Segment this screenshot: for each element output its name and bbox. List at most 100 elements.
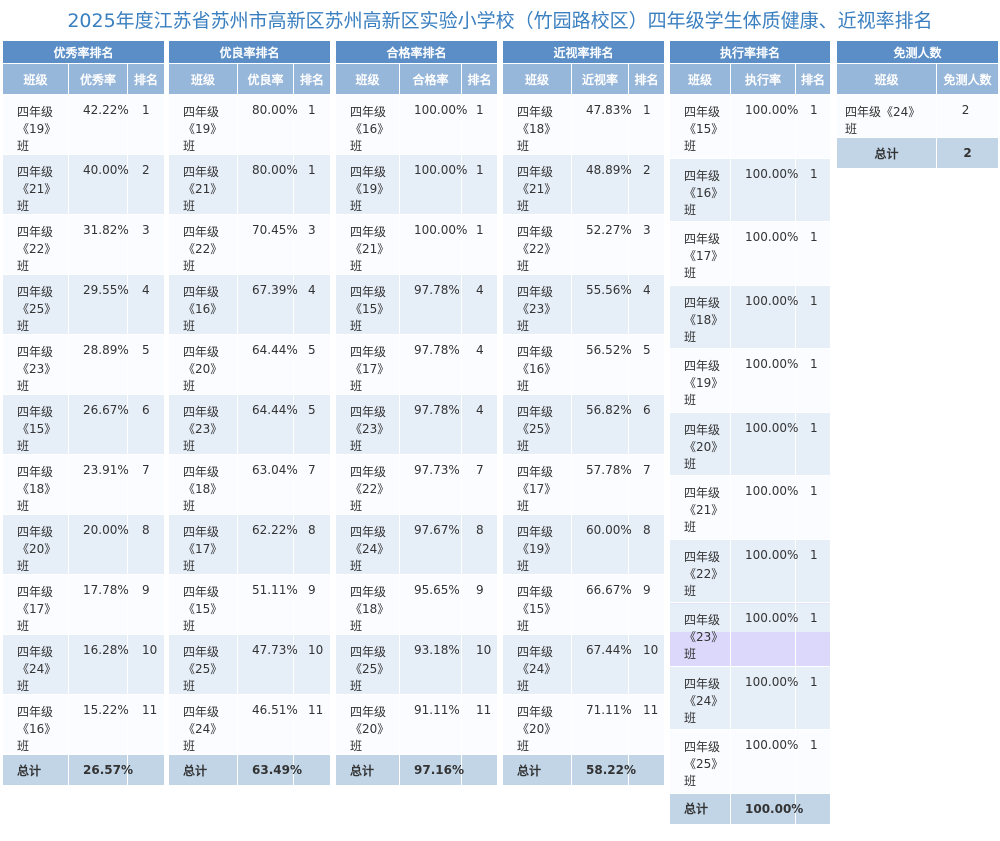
data-cell: 2 (126, 154, 166, 215)
header-cell: 排名 (460, 63, 499, 95)
data-cell: 7 (627, 454, 666, 515)
data-cell: 4 (460, 274, 499, 335)
data-cell: 11 (627, 694, 666, 755)
header-cell: 排名 (794, 63, 832, 95)
data-cell: 47.73% (237, 634, 298, 695)
data-cell: 47.83% (571, 94, 632, 155)
data-cell: 97.78% (399, 334, 462, 395)
data-cell: 10 (292, 634, 332, 695)
data-cell: 56.82% (571, 394, 632, 455)
data-row: 四年级《25》班 29.55% 4 (2, 274, 166, 335)
total-cell: 63.49% (237, 754, 302, 786)
data-cell: 8 (460, 514, 499, 575)
header-row: 班级 优良率 排名 (168, 63, 332, 95)
data-cell: 四年级《22》班 (669, 538, 731, 603)
data-cell: 29.55% (68, 274, 129, 335)
data-cell: 1 (794, 157, 832, 222)
data-row: 四年级《24》班 46.51% 11 (168, 694, 332, 755)
data-cell: 四年级《19》班 (335, 154, 400, 215)
data-cell: 1 (292, 94, 332, 155)
data-cell: 52.27% (571, 214, 632, 275)
header-cell: 班级 (502, 63, 572, 95)
table-title: 合格率排名 (334, 40, 499, 64)
data-cell: 1 (460, 214, 499, 275)
data-cell: 四年级《16》班 (2, 694, 69, 755)
data-cell: 1 (794, 411, 832, 476)
data-row: 四年级《24》班 97.67% 8 (335, 514, 499, 575)
total-row: 总计 26.57% (2, 754, 166, 786)
data-cell: 四年级《19》班 (669, 348, 731, 413)
data-cell: 4 (292, 274, 332, 335)
data-row: 四年级《17》班 17.78% 9 (2, 574, 166, 635)
data-cell: 四年级《19》班 (502, 514, 572, 575)
data-cell: 7 (460, 454, 499, 515)
data-cell: 97.78% (399, 274, 462, 335)
data-cell: 1 (126, 94, 166, 155)
data-cell: 26.67% (68, 394, 129, 455)
table-title: 执行率排名 (668, 40, 832, 64)
total-row: 总计 97.16% (335, 754, 499, 786)
data-cell: 四年级《22》班 (2, 214, 69, 275)
data-cell: 100.00% (730, 411, 798, 476)
data-cell: 100.00% (730, 348, 798, 413)
data-cell: 四年级《24》班 (2, 634, 69, 695)
data-cell: 16.28% (68, 634, 129, 695)
data-row: 四年级《21》班 100.00% 1 (335, 214, 499, 275)
data-cell: 100.00% (730, 538, 798, 603)
data-cell: 8 (292, 514, 332, 575)
data-cell: 11 (460, 694, 499, 755)
total-row: 总计 63.49% (168, 754, 332, 786)
data-cell: 100.00% (730, 475, 798, 540)
data-row: 四年级《16》班 100.00% 1 (669, 157, 832, 222)
data-cell: 四年级《16》班 (168, 274, 238, 335)
table-title: 免测人数 (835, 40, 1000, 64)
total-cell (292, 754, 332, 786)
data-cell: 四年级《23》班 (168, 394, 238, 455)
total-cell: 总计 (168, 754, 238, 786)
data-row: 四年级《20》班 91.11% 11 (335, 694, 499, 755)
data-row: 四年级《15》班 97.78% 4 (335, 274, 499, 335)
data-cell: 93.18% (399, 634, 462, 695)
data-row: 四年级《25》班 56.82% 6 (502, 394, 666, 455)
header-cell: 合格率 (399, 63, 462, 95)
data-row: 四年级《18》班 63.04% 7 (168, 454, 332, 515)
data-cell: 四年级《15》班 (502, 574, 572, 635)
data-cell: 四年级《18》班 (168, 454, 238, 515)
total-cell: 总计 (2, 754, 69, 786)
header-cell: 班级 (836, 63, 937, 95)
data-cell: 31.82% (68, 214, 129, 275)
data-cell: 1 (460, 154, 499, 215)
data-row: 四年级《20》班 100.00% 1 (669, 411, 832, 476)
data-cell: 1 (794, 348, 832, 413)
data-cell: 97.67% (399, 514, 462, 575)
header-cell: 优秀率 (68, 63, 128, 95)
total-row: 总计 100.00% (669, 792, 832, 825)
data-cell: 67.44% (571, 634, 632, 695)
rank-table: 合格率排名 班级 合格率 排名 四年级《16》班 100.00% 1 四年级《19》班 100.… (334, 40, 499, 786)
data-cell: 5 (126, 334, 166, 395)
data-row: 四年级《23》班 55.56% 4 (502, 274, 666, 335)
data-cell: 100.00% (730, 94, 798, 159)
data-cell: 四年级《24》班 (168, 694, 238, 755)
data-cell: 四年级《20》班 (669, 411, 731, 476)
data-cell: 四年级《18》班 (2, 454, 69, 515)
data-cell: 23.91% (68, 454, 129, 515)
title-row: 免测人数 (835, 40, 1000, 64)
data-cell: 四年级《25》班 (502, 394, 572, 455)
data-cell: 四年级《25》班 (669, 729, 731, 794)
data-cell: 8 (126, 514, 166, 575)
table: 执行率排名 班级 执行率 排名 四年级《15》班 100.00% 1 四年级《16》班 100.… (668, 40, 832, 825)
data-cell: 71.11% (571, 694, 632, 755)
data-cell: 100.00% (730, 602, 798, 667)
total-cell: 总计 (836, 137, 937, 169)
data-cell: 四年级《21》班 (2, 154, 69, 215)
data-row: 四年级《17》班 100.00% 1 (669, 221, 832, 286)
data-row: 四年级《20》班 20.00% 8 (2, 514, 166, 575)
data-cell: 15.22% (68, 694, 129, 755)
data-cell: 63.04% (237, 454, 298, 515)
total-cell: 2 (935, 137, 1000, 169)
data-cell: 四年级《23》班 (2, 334, 69, 395)
rank-table: 近视率排名 班级 近视率 排名 四年级《18》班 47.83% 1 四年级《21》班 48.89… (501, 40, 666, 786)
data-cell: 四年级《18》班 (669, 284, 731, 349)
data-cell: 四年级《15》班 (669, 94, 731, 159)
